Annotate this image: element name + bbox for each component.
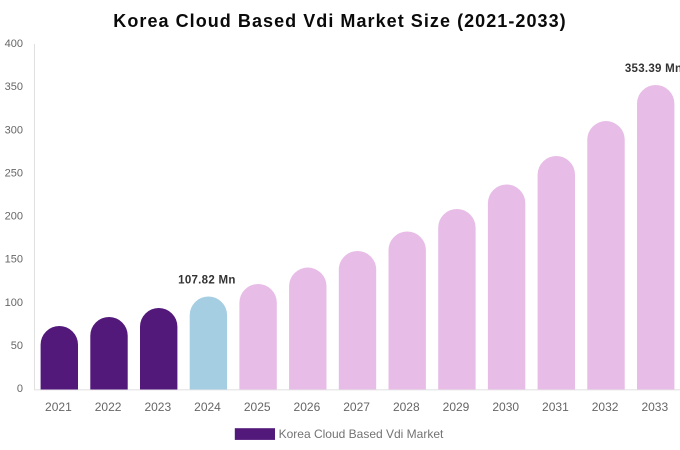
svg-text:2028: 2028 [393, 400, 420, 414]
svg-text:2030: 2030 [492, 400, 519, 414]
svg-text:2022: 2022 [95, 400, 122, 414]
svg-text:150: 150 [5, 254, 23, 266]
svg-text:100: 100 [5, 297, 23, 309]
svg-text:250: 250 [5, 167, 23, 179]
svg-text:2026: 2026 [294, 400, 321, 414]
svg-text:200: 200 [5, 211, 23, 223]
svg-text:107.82 Mn: 107.82 Mn [178, 275, 236, 287]
svg-text:2033: 2033 [641, 400, 668, 414]
svg-text:353.39 Mn: 353.39 Mn [625, 63, 680, 75]
svg-text:2024: 2024 [194, 400, 221, 414]
svg-text:50: 50 [11, 340, 23, 352]
svg-text:2025: 2025 [244, 400, 271, 414]
svg-text:2029: 2029 [443, 400, 470, 414]
svg-text:2021: 2021 [45, 400, 72, 414]
svg-text:300: 300 [5, 124, 23, 136]
svg-text:0: 0 [17, 383, 23, 395]
svg-text:350: 350 [5, 81, 23, 93]
svg-text:2032: 2032 [592, 400, 619, 414]
svg-text:2023: 2023 [144, 400, 171, 414]
svg-text:400: 400 [5, 38, 23, 50]
svg-text:Korea Cloud Based Vdi Market S: Korea Cloud Based Vdi Market Size (2021-… [113, 11, 566, 31]
svg-text:Korea Cloud Based Vdi Market: Korea Cloud Based Vdi Market [279, 427, 444, 441]
svg-text:2031: 2031 [542, 400, 569, 414]
svg-text:2027: 2027 [343, 400, 370, 414]
